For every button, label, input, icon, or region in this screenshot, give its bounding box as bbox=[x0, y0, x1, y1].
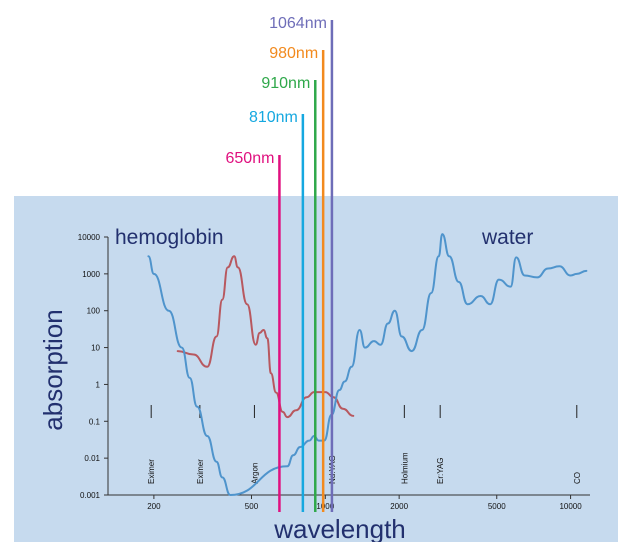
x-tick-label: 5000 bbox=[488, 502, 506, 511]
y-tick-label: 0.1 bbox=[89, 417, 101, 426]
x-tick-label: 200 bbox=[147, 502, 161, 511]
laser-marker-label: Eximer bbox=[196, 459, 205, 484]
wavelength-label: 810nm bbox=[249, 109, 298, 126]
series-label-hemoglobin: hemoglobin bbox=[115, 226, 224, 249]
x-tick-label: 500 bbox=[245, 502, 259, 511]
x-tick-label: 2000 bbox=[390, 502, 408, 511]
x-ticks: 200 500 1000 2000 5000 10000 bbox=[147, 495, 582, 511]
y-tick-label: 0.001 bbox=[80, 491, 101, 500]
ylabel: absorption bbox=[38, 309, 68, 430]
y-tick-label: 10 bbox=[91, 344, 100, 353]
laser-marker-label: Eximer bbox=[147, 459, 156, 484]
y-tick-label: 100 bbox=[87, 307, 101, 316]
y-tick-label: 1000 bbox=[82, 270, 100, 279]
y-tick-label: 10000 bbox=[78, 233, 101, 242]
laser-marker-label: Argon bbox=[250, 463, 259, 484]
axes bbox=[107, 237, 590, 496]
y-tick-label: 1 bbox=[96, 380, 101, 389]
laser-marker-label: CO bbox=[573, 472, 582, 484]
laser-marker-label: Er:YAG bbox=[436, 457, 445, 484]
wavelength-lines: 650nm 810nm 910nm 980nm 1064nm bbox=[226, 15, 334, 512]
y-tick-label: 0.01 bbox=[84, 454, 100, 463]
series-line-water bbox=[147, 233, 588, 496]
laser-marker-label: Holmium bbox=[400, 452, 409, 484]
x-tick-label: 10000 bbox=[559, 502, 582, 511]
wavelength-label: 650nm bbox=[226, 150, 275, 167]
y-ticks: 0.001 0.01 0.1 1 10 100 1000 10000 bbox=[78, 233, 108, 500]
x-tick-label: 1000 bbox=[316, 502, 334, 511]
wavelength-label: 980nm bbox=[269, 45, 318, 62]
series-label-water: water bbox=[481, 226, 533, 249]
wavelength-label: 910nm bbox=[261, 75, 310, 92]
wavelength-label: 1064nm bbox=[269, 15, 327, 32]
xlabel: wavelength bbox=[273, 514, 406, 542]
